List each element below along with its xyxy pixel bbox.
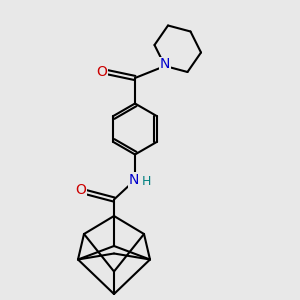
Text: O: O bbox=[97, 65, 107, 79]
Text: N: N bbox=[160, 58, 170, 71]
Text: O: O bbox=[76, 184, 86, 197]
Text: N: N bbox=[128, 173, 139, 187]
Text: H: H bbox=[142, 175, 151, 188]
